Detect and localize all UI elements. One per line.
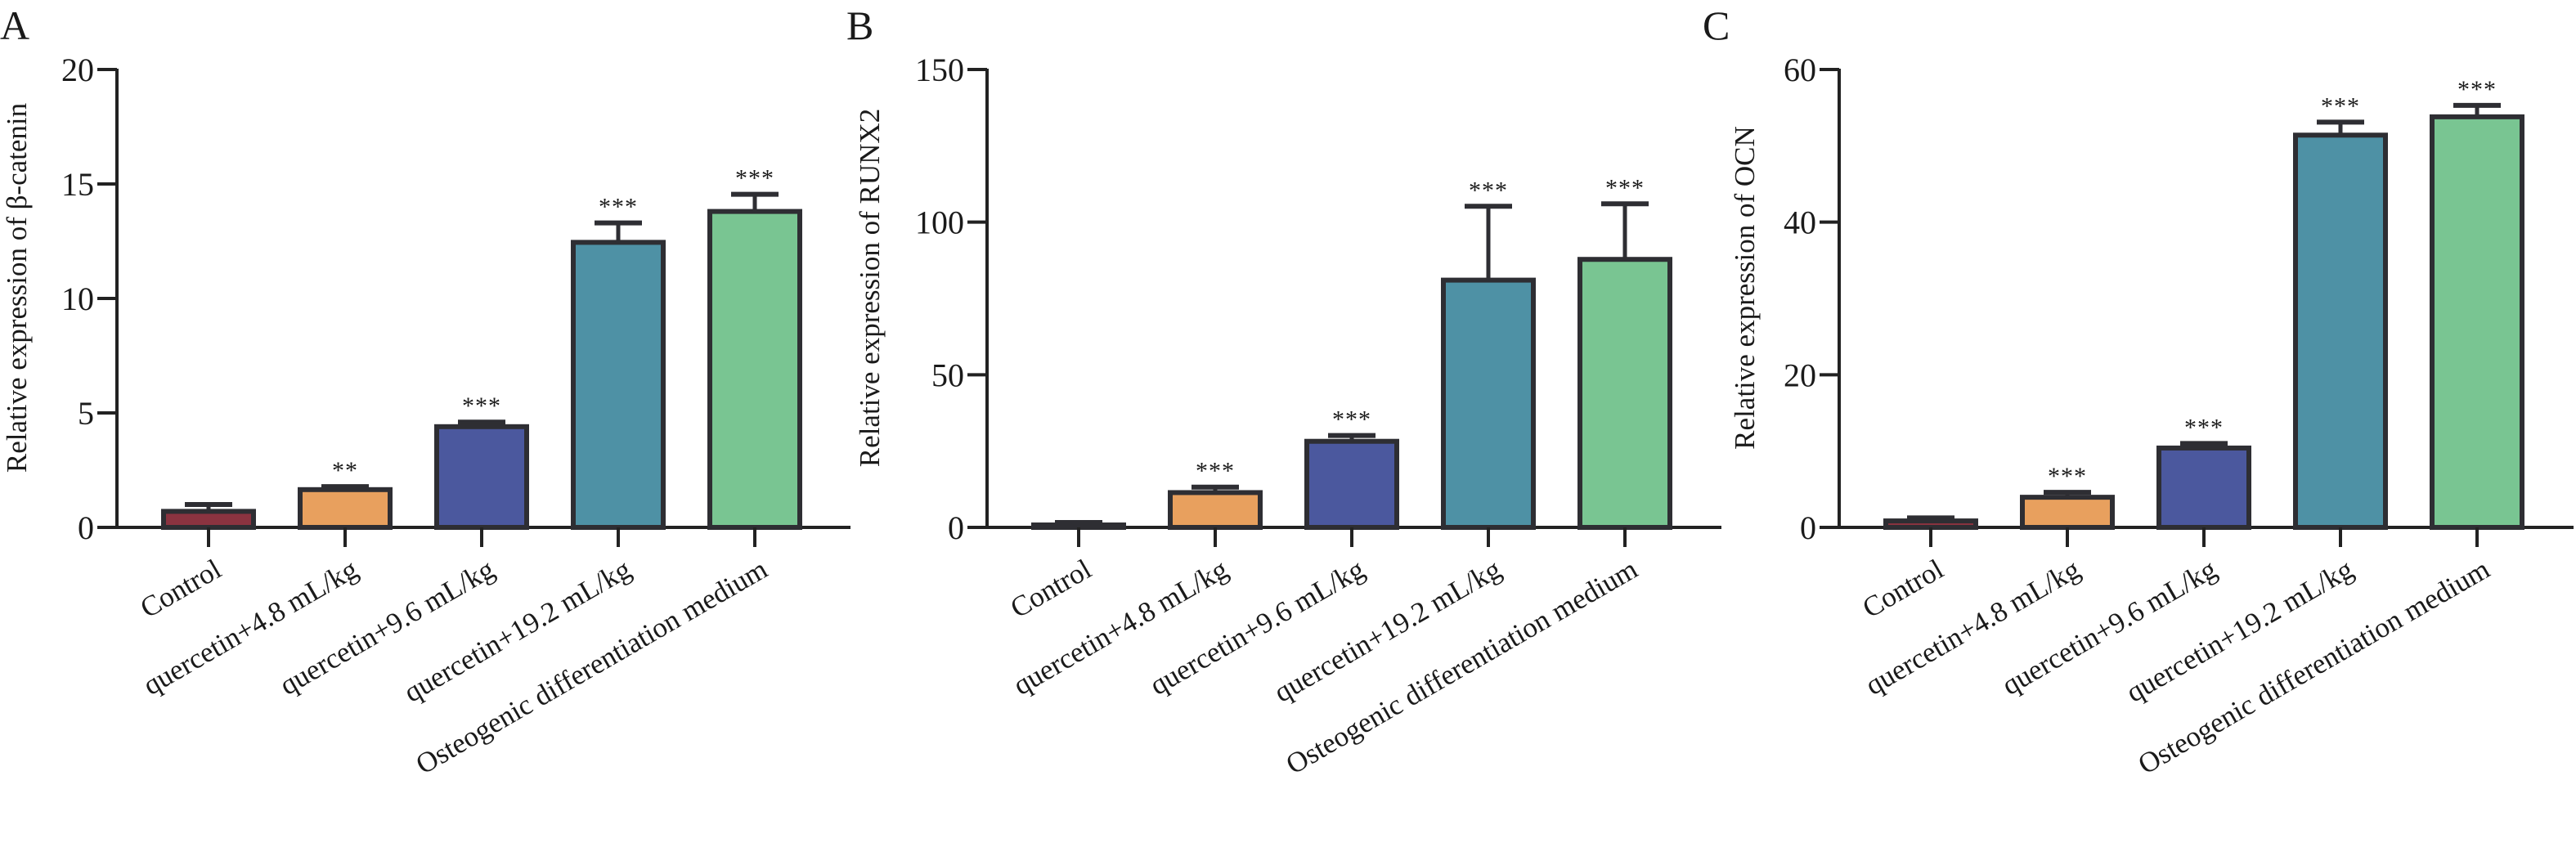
y-tick-label: 100 (915, 204, 964, 241)
significance-marker: *** (2048, 463, 2087, 490)
bar (1577, 257, 1672, 530)
y-axis-title: Relative expression of RUNX2 (854, 109, 886, 467)
panel-letter: C (1703, 2, 1730, 48)
bar (1031, 522, 1126, 530)
significance-marker: *** (1605, 174, 1645, 201)
bar (1168, 490, 1263, 531)
bar (1304, 438, 1399, 530)
panel-letter: B (846, 2, 873, 48)
panel-letter: A (0, 2, 29, 48)
y-tick-label: 40 (1784, 204, 1816, 241)
bar (571, 240, 666, 530)
significance-marker: *** (2321, 92, 2360, 119)
bar (2020, 495, 2115, 531)
bar (161, 509, 256, 531)
significance-marker: *** (599, 194, 638, 221)
y-tick-label: 0 (948, 509, 964, 546)
bar (434, 424, 529, 530)
y-tick-label: 50 (931, 357, 964, 393)
y-tick-label: 20 (61, 52, 94, 88)
y-tick-label: 15 (61, 166, 94, 203)
significance-marker: *** (1469, 177, 1508, 204)
y-tick-label: 20 (1784, 357, 1816, 393)
significance-marker: *** (462, 392, 501, 419)
y-tick-label: 60 (1784, 52, 1816, 88)
panel-a: A Relative expression of β-catenin 0 5 10 1… (0, 2, 850, 781)
y-tick-label: 150 (915, 52, 964, 88)
bar (298, 487, 393, 530)
y-tick-label: 0 (78, 509, 94, 546)
bar (1883, 518, 1978, 530)
x-tick-label: Control (1857, 553, 1949, 624)
bar (2430, 114, 2524, 530)
significance-marker: ** (332, 457, 358, 484)
significance-marker: *** (735, 165, 774, 192)
x-tick-label: quercetin+19.2 mL/kg (2120, 553, 2358, 708)
bar (1441, 277, 1536, 530)
panel-c: C Relative expression of OCN 0 20 40 60 Cont… (1703, 2, 2574, 781)
x-tick-label: Control (135, 553, 227, 624)
x-tick-label: quercetin+19.2 mL/kg (398, 553, 636, 708)
bar (707, 209, 802, 530)
y-axis-title: Relative expression of OCN (1729, 126, 1761, 450)
significance-marker: *** (1332, 406, 1371, 433)
x-tick-label: quercetin+19.2 mL/kg (1268, 553, 1506, 708)
y-tick-label: 5 (78, 395, 94, 432)
significance-marker: *** (2184, 414, 2224, 441)
y-tick-label: 10 (61, 280, 94, 317)
x-tick-label: Control (1005, 553, 1097, 624)
panel-b: B Relative expression of RUNX2 0 50 100 150… (846, 2, 1721, 781)
significance-marker: *** (1196, 458, 1235, 485)
y-axis-title: Relative expression of β-catenin (1, 103, 33, 473)
bar (2156, 445, 2251, 531)
significance-marker: *** (2457, 76, 2497, 103)
bar (2293, 132, 2388, 530)
y-tick-label: 0 (1800, 509, 1816, 546)
